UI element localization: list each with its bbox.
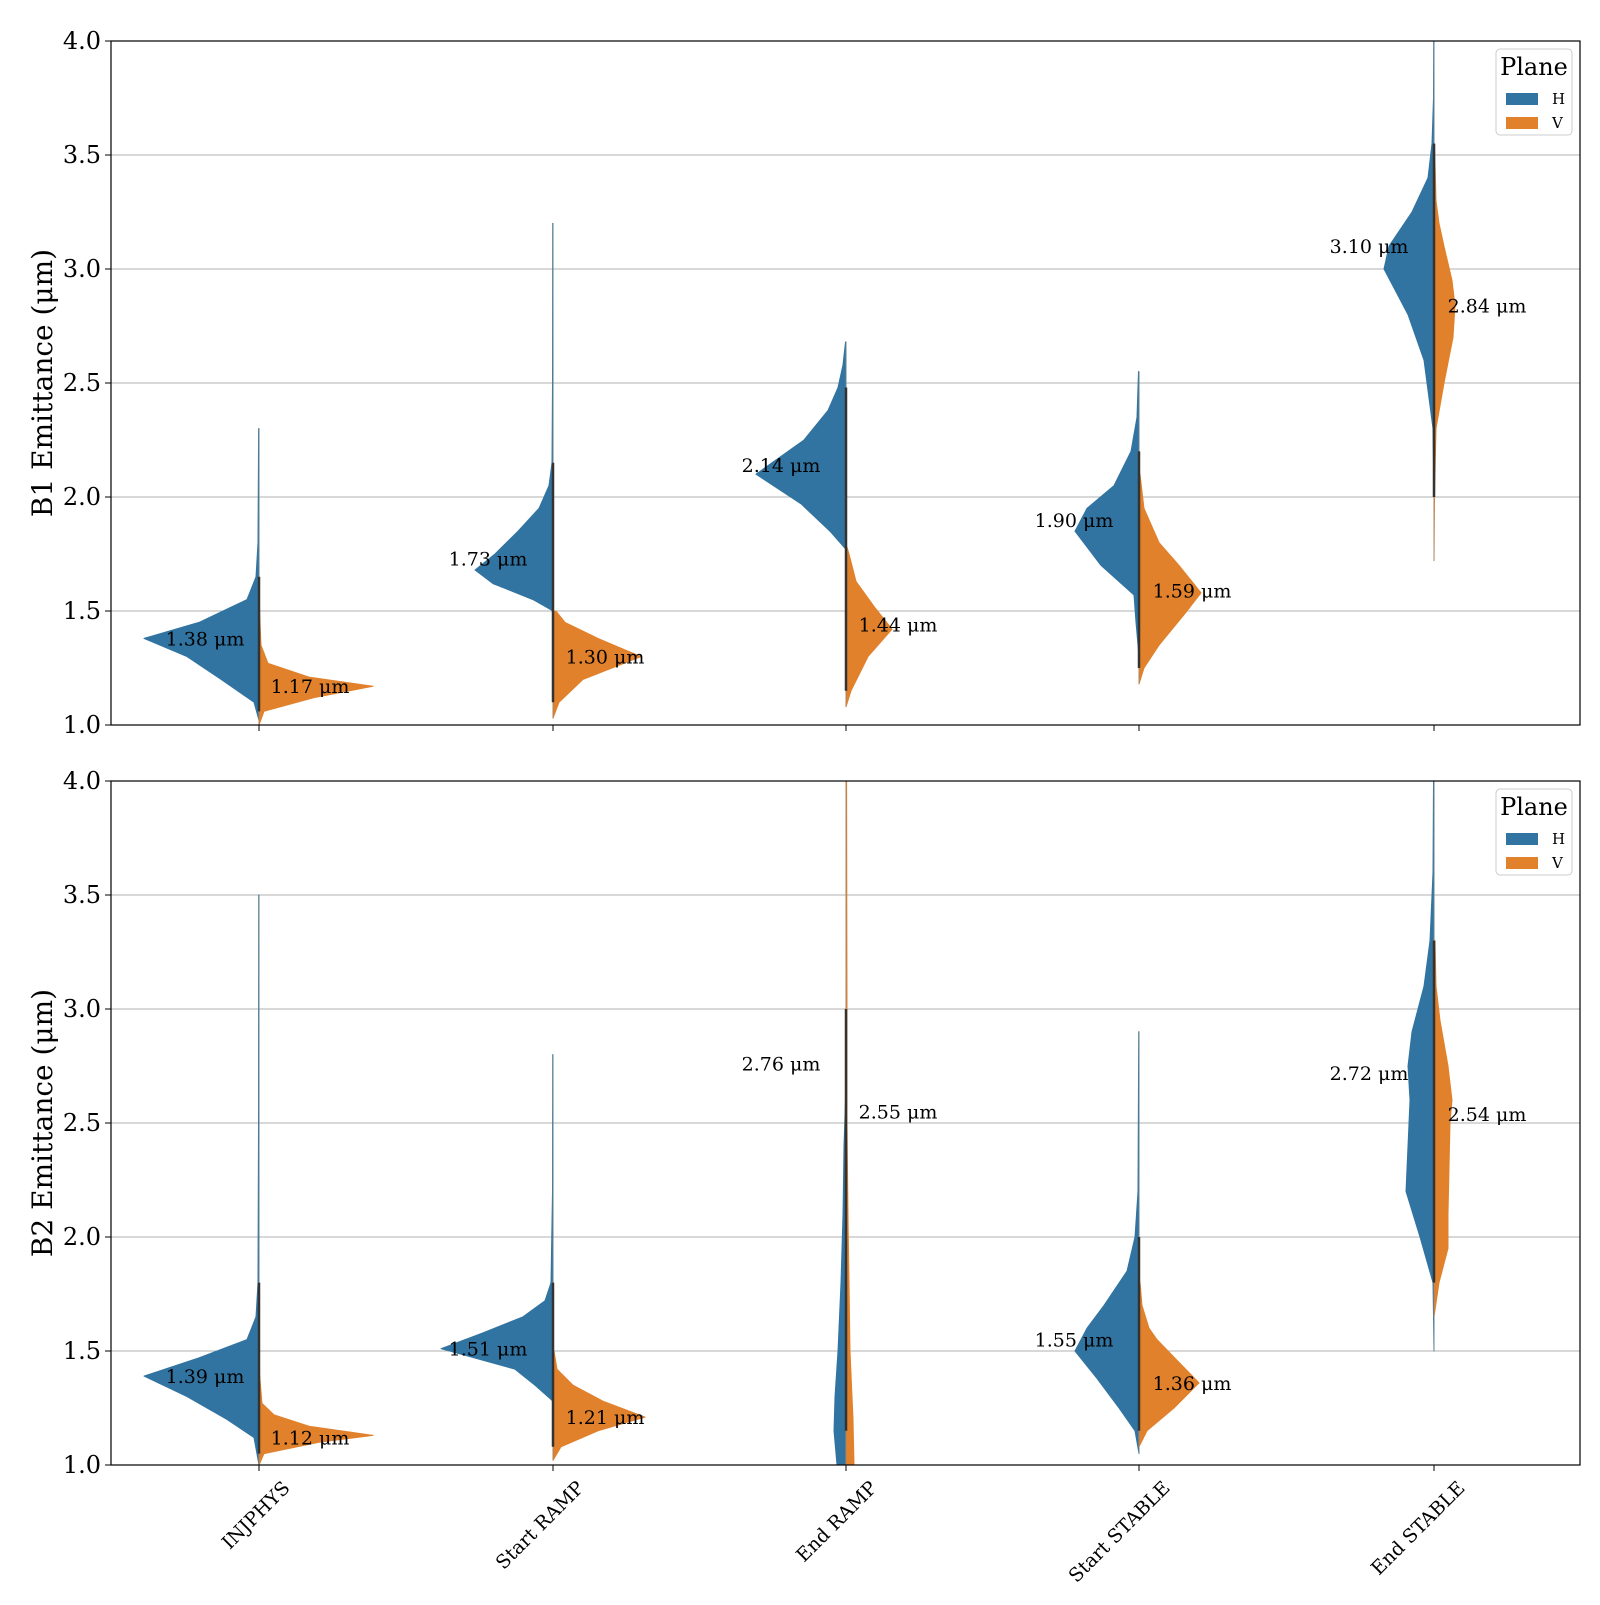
xtick-label: INJPHYS	[218, 1477, 295, 1554]
y-axis-label: B2 Emittance (μm)	[26, 989, 59, 1257]
violin-v	[1138, 1282, 1200, 1448]
median-label-v: 1.59 μm	[1153, 580, 1232, 602]
median-label-h: 1.51 μm	[449, 1339, 528, 1361]
legend: Plane HV	[1495, 788, 1573, 876]
violin-h	[755, 341, 847, 550]
xtick-label: Start RAMP	[492, 1477, 589, 1574]
median-label-h: 2.14 μm	[742, 455, 821, 477]
legend-box	[1495, 788, 1573, 876]
ytick-label: 2.0	[63, 1223, 101, 1251]
legend: Plane HV	[1495, 48, 1573, 136]
ytick-label: 4.0	[63, 767, 101, 795]
legend-swatch-v	[1506, 857, 1538, 869]
ytick-label: 3.0	[63, 995, 101, 1023]
violin-v	[1138, 473, 1202, 685]
median-label-h: 1.55 μm	[1035, 1330, 1114, 1352]
violin-v	[1433, 940, 1453, 1318]
median-label-v: 1.44 μm	[859, 615, 938, 637]
ytick-label: 2.0	[63, 483, 101, 511]
ytick-label: 1.0	[63, 1451, 101, 1479]
legend-entry-h: H	[1552, 830, 1565, 848]
xtick-label: Start STABLE	[1065, 1477, 1175, 1587]
median-label-h: 1.90 μm	[1035, 510, 1114, 532]
violin-v	[1433, 143, 1456, 562]
median-label-h: 2.76 μm	[742, 1054, 821, 1076]
legend-title: Plane	[1500, 53, 1568, 81]
violin-v	[258, 610, 374, 726]
median-label-h: 3.10 μm	[1330, 236, 1409, 258]
ytick-label: 4.0	[63, 27, 101, 55]
ytick-label: 1.5	[63, 1337, 101, 1365]
legend-title: Plane	[1500, 793, 1568, 821]
violin-h	[1074, 371, 1140, 658]
panel-2: 1.39 μm 1.12 μm INJPHYS 1.51 μm 1.21 μm Start…	[26, 767, 1581, 1587]
violin-v	[258, 1373, 374, 1466]
ytick-label: 3.5	[63, 141, 101, 169]
median-label-v: 2.54 μm	[1448, 1104, 1527, 1126]
median-label-h: 1.39 μm	[166, 1366, 245, 1388]
median-label-v: 1.12 μm	[271, 1428, 350, 1450]
ytick-label: 3.0	[63, 255, 101, 283]
median-label-v: 1.17 μm	[271, 676, 350, 698]
legend-entry-v: V	[1551, 114, 1564, 132]
median-label-v: 1.30 μm	[566, 647, 645, 669]
violin-h	[1383, 40, 1435, 498]
violin-v	[552, 1350, 646, 1461]
y-axis-label: B1 Emittance (μm)	[26, 249, 59, 517]
median-label-h: 1.73 μm	[449, 549, 528, 571]
median-label-h: 1.38 μm	[166, 628, 245, 650]
violin-h	[1405, 780, 1435, 1352]
ytick-label: 2.5	[63, 369, 101, 397]
violin-h	[1074, 1031, 1140, 1455]
legend-entry-h: H	[1552, 90, 1565, 108]
ytick-label: 1.5	[63, 597, 101, 625]
median-label-v: 1.21 μm	[566, 1407, 645, 1429]
legend-swatch-h	[1506, 93, 1538, 105]
xtick-label: End RAMP	[792, 1477, 882, 1567]
legend-swatch-v	[1506, 117, 1538, 129]
median-label-v: 1.36 μm	[1153, 1373, 1232, 1395]
ytick-label: 1.0	[63, 711, 101, 739]
legend-entry-v: V	[1551, 854, 1564, 872]
legend-swatch-h	[1506, 833, 1538, 845]
panel-1: 1.38 μm 1.17 μm 1.73 μm 1.30 μm 2.14 μm 1.44 …	[26, 27, 1581, 739]
median-label-v: 2.84 μm	[1448, 295, 1527, 317]
median-label-v: 2.55 μm	[859, 1102, 938, 1124]
legend-box	[1495, 48, 1573, 136]
xtick-label: End STABLE	[1367, 1477, 1470, 1580]
ytick-label: 2.5	[63, 1109, 101, 1137]
ytick-label: 3.5	[63, 881, 101, 909]
median-label-h: 2.72 μm	[1330, 1063, 1409, 1085]
violin-h	[143, 428, 260, 721]
